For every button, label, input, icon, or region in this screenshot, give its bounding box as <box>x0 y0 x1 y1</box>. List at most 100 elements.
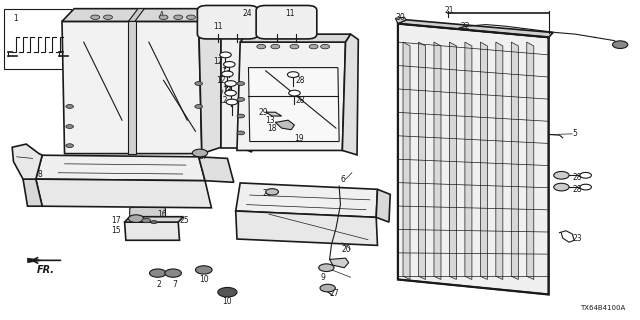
Text: 30: 30 <box>396 13 405 22</box>
Polygon shape <box>419 42 426 279</box>
Circle shape <box>237 131 244 135</box>
Polygon shape <box>129 9 145 21</box>
Text: 27: 27 <box>198 152 208 161</box>
FancyBboxPatch shape <box>256 5 317 39</box>
FancyBboxPatch shape <box>4 9 71 69</box>
Text: 28: 28 <box>572 185 582 194</box>
Circle shape <box>289 90 300 96</box>
Circle shape <box>221 71 233 77</box>
Polygon shape <box>275 120 294 130</box>
Polygon shape <box>129 21 136 154</box>
Text: 26: 26 <box>262 189 272 198</box>
Circle shape <box>321 44 330 49</box>
Polygon shape <box>398 20 553 37</box>
Circle shape <box>220 52 231 58</box>
Polygon shape <box>330 258 349 268</box>
Text: 21: 21 <box>445 6 454 15</box>
Text: 9: 9 <box>320 273 325 282</box>
Polygon shape <box>527 42 534 279</box>
Polygon shape <box>36 155 205 181</box>
Text: 17: 17 <box>111 216 121 225</box>
Text: 18: 18 <box>267 124 276 133</box>
Polygon shape <box>266 112 282 116</box>
Text: 14: 14 <box>223 85 232 94</box>
Circle shape <box>195 82 202 85</box>
Polygon shape <box>376 189 390 222</box>
Circle shape <box>580 184 591 190</box>
Circle shape <box>165 269 181 277</box>
Text: 1: 1 <box>13 14 18 23</box>
FancyBboxPatch shape <box>197 5 258 39</box>
Text: 10: 10 <box>223 297 232 306</box>
Text: 12: 12 <box>213 57 223 66</box>
Text: 11: 11 <box>213 22 223 31</box>
Text: 10: 10 <box>199 275 209 284</box>
Polygon shape <box>342 34 358 155</box>
Text: 23: 23 <box>572 234 582 243</box>
Polygon shape <box>198 157 234 182</box>
Circle shape <box>612 41 628 49</box>
Text: 2: 2 <box>157 280 161 289</box>
Text: 7: 7 <box>173 280 177 289</box>
Text: 12: 12 <box>216 76 225 85</box>
Polygon shape <box>236 211 378 245</box>
Circle shape <box>237 114 244 118</box>
Circle shape <box>225 81 236 86</box>
Circle shape <box>237 98 244 101</box>
Polygon shape <box>12 144 42 179</box>
Text: 13: 13 <box>266 116 275 125</box>
Circle shape <box>173 15 182 20</box>
Circle shape <box>271 44 280 49</box>
Circle shape <box>266 189 278 195</box>
Polygon shape <box>62 21 202 154</box>
Circle shape <box>320 284 335 292</box>
Polygon shape <box>248 68 339 141</box>
Circle shape <box>104 15 113 20</box>
Text: 28: 28 <box>296 76 305 85</box>
Circle shape <box>195 105 202 108</box>
Text: FR.: FR. <box>36 265 54 275</box>
Text: 15: 15 <box>111 226 121 235</box>
Polygon shape <box>221 14 242 148</box>
Polygon shape <box>403 42 410 279</box>
Text: 8: 8 <box>38 170 42 179</box>
Text: 28: 28 <box>572 173 582 182</box>
Circle shape <box>66 144 74 148</box>
Circle shape <box>151 220 157 224</box>
Text: 12: 12 <box>218 96 227 105</box>
Polygon shape <box>36 179 211 208</box>
Circle shape <box>237 82 244 85</box>
Text: 5: 5 <box>572 129 577 138</box>
Text: 19: 19 <box>294 134 304 143</box>
Text: 6: 6 <box>340 175 346 184</box>
Text: 22: 22 <box>461 22 470 31</box>
Circle shape <box>309 44 318 49</box>
Text: 16: 16 <box>157 210 167 219</box>
Polygon shape <box>23 179 42 206</box>
Circle shape <box>142 218 151 223</box>
Circle shape <box>218 287 237 297</box>
Polygon shape <box>496 42 503 279</box>
Polygon shape <box>236 183 378 217</box>
Circle shape <box>186 15 195 20</box>
Circle shape <box>223 61 235 67</box>
Circle shape <box>225 90 236 96</box>
Circle shape <box>580 172 591 178</box>
Circle shape <box>290 44 299 49</box>
Text: 11: 11 <box>285 9 294 18</box>
Circle shape <box>257 44 266 49</box>
Circle shape <box>554 183 569 191</box>
Text: 20: 20 <box>341 245 351 254</box>
Circle shape <box>226 99 237 105</box>
Circle shape <box>192 149 207 157</box>
Polygon shape <box>125 222 179 240</box>
Text: 13: 13 <box>222 86 232 95</box>
Text: TX64B4100A: TX64B4100A <box>580 305 625 311</box>
Text: 27: 27 <box>330 289 339 298</box>
Polygon shape <box>465 42 472 279</box>
Polygon shape <box>198 9 221 154</box>
Polygon shape <box>396 17 406 24</box>
Circle shape <box>319 264 334 271</box>
Circle shape <box>159 15 168 20</box>
Polygon shape <box>240 34 351 42</box>
